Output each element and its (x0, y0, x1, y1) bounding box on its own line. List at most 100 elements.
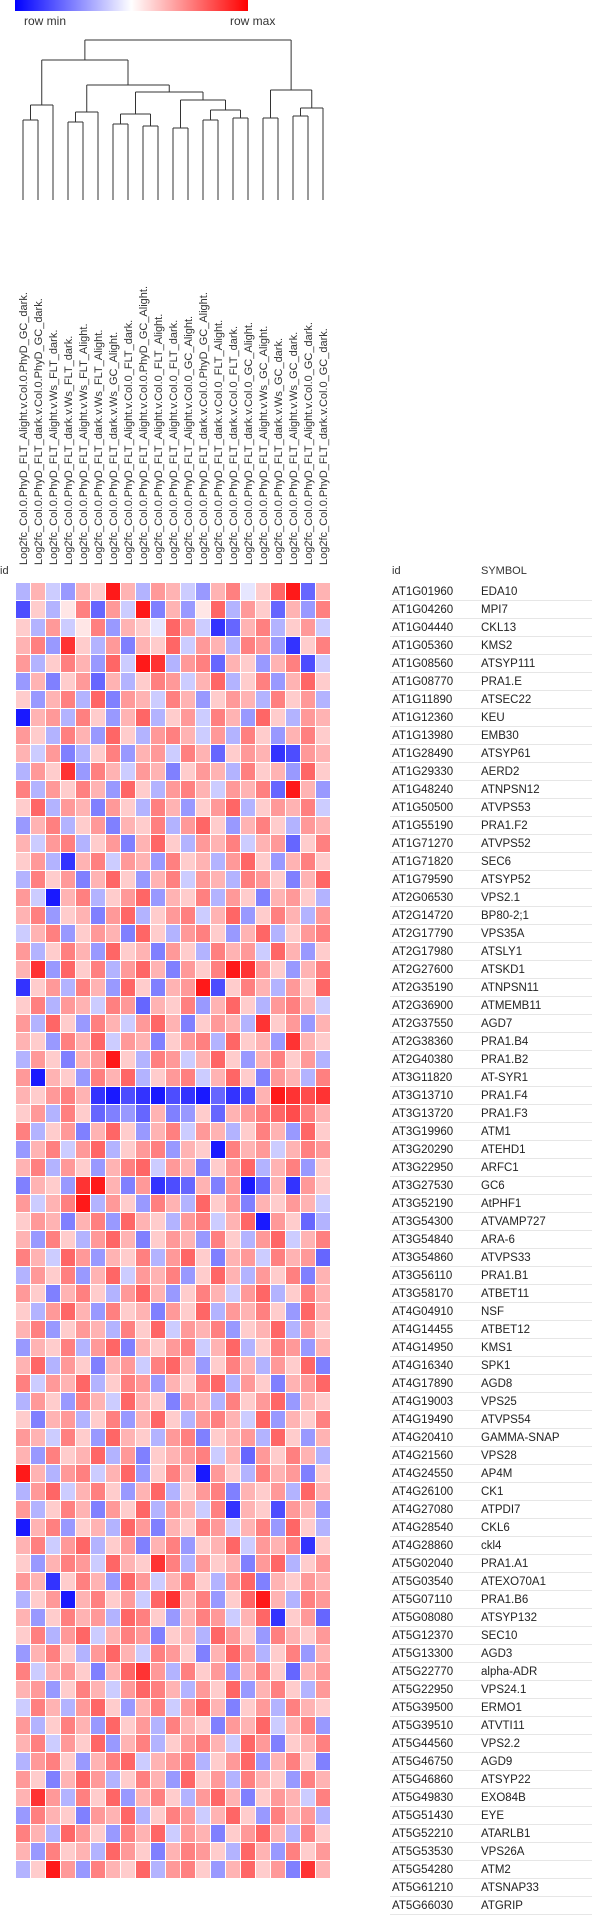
heatmap-cell (181, 1609, 195, 1626)
heatmap-cell (106, 1645, 120, 1662)
heatmap-cell (271, 1537, 285, 1554)
heatmap-cell (91, 1735, 105, 1752)
heatmap-cell (16, 637, 30, 654)
heatmap-cell (91, 1843, 105, 1860)
heatmap-cell (136, 871, 150, 888)
heatmap-cell (316, 871, 330, 888)
heatmap-cell (196, 835, 210, 852)
heatmap-cell (271, 835, 285, 852)
heatmap-cell (76, 1789, 90, 1806)
heatmap-cell (106, 745, 120, 762)
heatmap-cell (256, 1393, 270, 1410)
column-label: Log2fc_Col.0.PhyD_FLT_Alight.v.Col.0_FLT… (121, 205, 137, 565)
heatmap-cell (211, 1771, 225, 1788)
heatmap-cell (316, 1177, 330, 1194)
heatmap-cell (136, 1231, 150, 1248)
heatmap-cell (211, 1141, 225, 1158)
heatmap-cell (316, 1843, 330, 1860)
heatmap-cell (121, 1681, 135, 1698)
legend-min-label: row min (24, 14, 67, 28)
column-label: Log2fc_Col.0.PhyD_FLT_dark.v.Col.0_GC_da… (316, 205, 332, 565)
heatmap-cell (256, 799, 270, 816)
heatmap-cell (301, 1375, 315, 1392)
heatmap-cell (316, 709, 330, 726)
heatmap-cell (166, 1735, 180, 1752)
heatmap-cell (16, 1501, 30, 1518)
heatmap-cell (166, 979, 180, 996)
row-separator (390, 1716, 592, 1717)
column-label: Log2fc_Col.0.PhyD_FLT_Alight.v.Col.0_FLT… (166, 205, 182, 565)
heatmap-cell (286, 1861, 300, 1878)
heatmap-cell (31, 1303, 45, 1320)
heatmap-cell (211, 709, 225, 726)
heatmap-cell (46, 727, 60, 744)
heatmap-cell (91, 1663, 105, 1680)
row-id: AT5G52210 (392, 1828, 454, 1840)
heatmap-cell (46, 1069, 60, 1086)
heatmap-cell (226, 781, 240, 798)
heatmap-cell (91, 799, 105, 816)
row-id: AT5G44560 (392, 1738, 454, 1750)
row-symbol: ATNPSN12 (481, 784, 540, 796)
heatmap-cell (301, 799, 315, 816)
heatmap-cell (286, 1321, 300, 1338)
heatmap-cell (211, 1231, 225, 1248)
row-separator (390, 672, 592, 673)
heatmap-cell (316, 925, 330, 942)
heatmap-cell (136, 1267, 150, 1284)
heatmap-cell (166, 1501, 180, 1518)
heatmap-cell (16, 1771, 30, 1788)
heatmap-cell (91, 1789, 105, 1806)
row-symbol: GC6 (481, 1180, 505, 1192)
heatmap-cell (166, 1609, 180, 1626)
heatmap-cell (301, 1753, 315, 1770)
heatmap-cell (16, 1213, 30, 1230)
heatmap-cell (196, 1141, 210, 1158)
heatmap-cell (46, 1159, 60, 1176)
heatmap-cell (16, 1393, 30, 1410)
heatmap-cell (316, 817, 330, 834)
heatmap-cell (16, 1537, 30, 1554)
heatmap-cell (181, 1159, 195, 1176)
heatmap-cell (61, 853, 75, 870)
heatmap-cell (31, 1033, 45, 1050)
heatmap-cell (256, 1591, 270, 1608)
row-symbol: PRA1.B2 (481, 1054, 529, 1066)
heatmap-cell (226, 1861, 240, 1878)
row-id: AT1G55190 (392, 820, 454, 832)
heatmap-cell (151, 709, 165, 726)
heatmap-cell (46, 1231, 60, 1248)
column-label-text: Log2fc_Col.0.PhyD_FLT_dark.v.Col.0.PhyD_… (33, 298, 45, 565)
heatmap-cell (241, 691, 255, 708)
heatmap-cell (241, 1861, 255, 1878)
heatmap-cell (211, 1303, 225, 1320)
heatmap-cell (286, 1825, 300, 1842)
row-separator (390, 1860, 592, 1861)
heatmap-cell (181, 1303, 195, 1320)
column-label-text: Log2fc_Col.0.PhyD_FLT_dark.v.Col.0.PhyD_… (198, 292, 210, 565)
heatmap-cell (106, 1861, 120, 1878)
heatmap-cell (16, 1357, 30, 1374)
heatmap-cell (211, 1537, 225, 1554)
row-symbol: ERMO1 (481, 1702, 522, 1714)
heatmap-cell (271, 1825, 285, 1842)
row-separator (390, 1248, 592, 1249)
heatmap-cell (226, 1609, 240, 1626)
heatmap-cell (121, 1447, 135, 1464)
heatmap-cell (181, 1357, 195, 1374)
heatmap-cell (106, 1501, 120, 1518)
heatmap-cell (76, 1033, 90, 1050)
column-label-text: Log2fc_Col.0.PhyD_FLT_dark.v.Col.0_FLT_d… (228, 325, 240, 565)
heatmap-cell (226, 1429, 240, 1446)
heatmap-cell (211, 1483, 225, 1500)
heatmap-cell (256, 1753, 270, 1770)
heatmap-cell (286, 1123, 300, 1140)
heatmap-cell (136, 1555, 150, 1572)
heatmap-cell (241, 1807, 255, 1824)
heatmap-cell (316, 1591, 330, 1608)
row-symbol: ATM2 (481, 1864, 511, 1876)
row-id: AT5G22770 (392, 1666, 454, 1678)
heatmap-cell (61, 1663, 75, 1680)
heatmap-cell (76, 1213, 90, 1230)
heatmap-cell (256, 1195, 270, 1212)
